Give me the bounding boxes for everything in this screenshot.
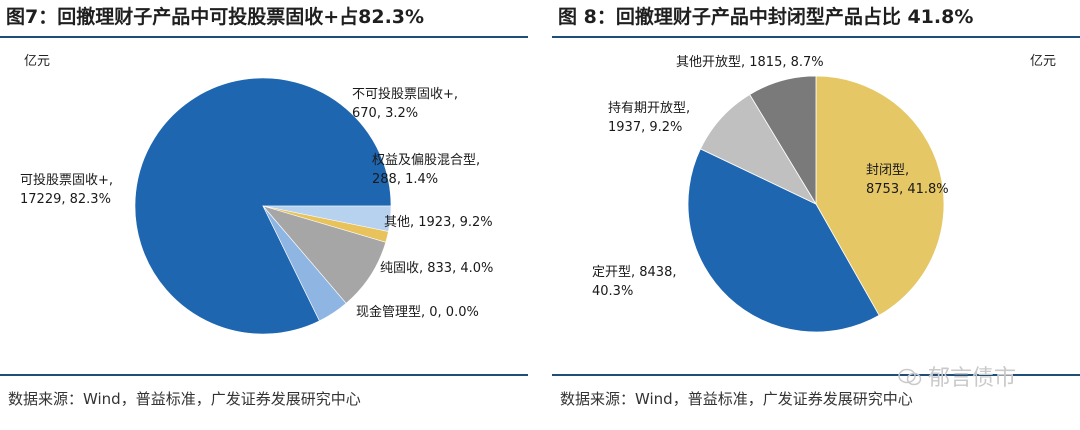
- pie-chart-left: 可投股票固收+, 17229, 82.3% 不可投股票固收+, 670, 3.2% 权益…: [20, 77, 493, 335]
- title-rule: [552, 36, 1080, 38]
- chart-title: 图 8：回撤理财子产品中封闭型产品占比 41.8%: [558, 6, 974, 28]
- title-rule: [0, 36, 528, 38]
- unit-label: 亿元: [24, 54, 51, 69]
- pie-slice-1: [687, 148, 880, 333]
- data-label-0: 可投股票固收+, 17229, 82.3%: [20, 172, 113, 207]
- chart-title: 图7：回撤理财子产品中可投股票固收+占82.3%: [6, 6, 425, 28]
- pie-slice-3: [749, 75, 817, 206]
- watermark-text: 郁言债市: [928, 366, 1017, 391]
- chart-panel-left: 图7：回撤理财子产品中可投股票固收+占82.3% 亿元 可投股票固收+, 1722…: [0, 0, 528, 430]
- data-label-4: 纯固收, 833, 4.0%: [380, 261, 493, 276]
- data-label-3: 其他, 1923, 9.2%: [384, 215, 493, 230]
- data-label-2: 权益及偏股混合型, 288, 1.4%: [372, 152, 480, 187]
- data-label-2: 持有期开放型, 1937, 9.2%: [608, 101, 690, 135]
- wechat-icon: [898, 368, 922, 386]
- pie-slice-0: [815, 75, 945, 316]
- data-label-0: 封闭型, 8753, 41.8%: [866, 163, 949, 197]
- data-label-3: 其他开放型, 1815, 8.7%: [676, 55, 824, 70]
- source-note: 数据来源：Wind，普益标准，广发证券发展研究中心: [560, 390, 913, 408]
- chart-panel-right: 图 8：回撤理财子产品中封闭型产品占比 41.8% 亿元 封闭型, 8753, 4…: [552, 0, 1080, 430]
- pie-slice-4: [262, 205, 347, 322]
- data-label-5: 现金管理型, 0, 0.0%: [356, 304, 479, 320]
- data-label-1: 不可投股票固收+, 670, 3.2%: [352, 86, 458, 121]
- unit-label: 亿元: [1030, 54, 1057, 69]
- pie-chart-right: 封闭型, 8753, 41.8% 定开型, 8438, 40.3% 持有期开放型, 193…: [592, 55, 949, 333]
- source-note: 数据来源：Wind，普益标准，广发证券发展研究中心: [8, 390, 361, 408]
- source-rule: [0, 374, 528, 376]
- data-label-1: 定开型, 8438, 40.3%: [592, 265, 676, 299]
- source-rule: [552, 374, 1080, 376]
